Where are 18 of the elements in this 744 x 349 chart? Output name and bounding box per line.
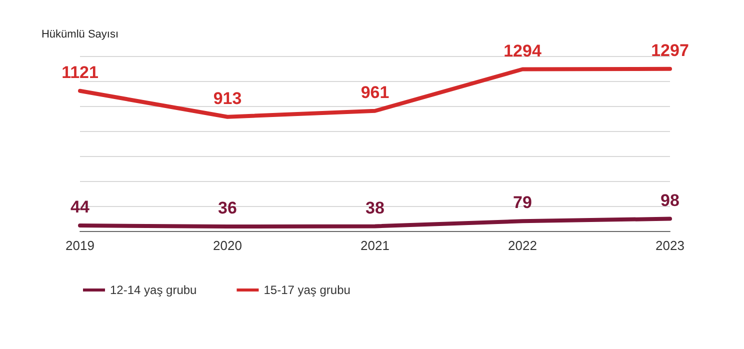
data-label: 1297 — [651, 40, 689, 60]
data-label: 913 — [213, 88, 242, 108]
data-label: 36 — [218, 198, 237, 218]
data-label: 38 — [366, 198, 384, 218]
y-axis-title: Hükümlü Sayısı — [41, 28, 119, 40]
data-label: 1294 — [504, 41, 542, 60]
x-tick-label: 2023 — [656, 238, 684, 253]
legend-label: 12-14 yaş grubu — [110, 283, 197, 297]
x-tick-label: 2020 — [213, 238, 242, 253]
x-tick-label: 2021 — [360, 238, 390, 253]
data-label: 1121 — [62, 62, 98, 82]
data-label: 98 — [660, 190, 680, 210]
legend-label: 15-17 yaş grubu — [264, 283, 350, 297]
data-label: 79 — [513, 193, 532, 212]
data-label: 44 — [70, 198, 90, 216]
x-tick-label: 2022 — [508, 238, 537, 253]
data-label: 961 — [360, 82, 390, 102]
x-tick-label: 2019 — [66, 238, 94, 253]
